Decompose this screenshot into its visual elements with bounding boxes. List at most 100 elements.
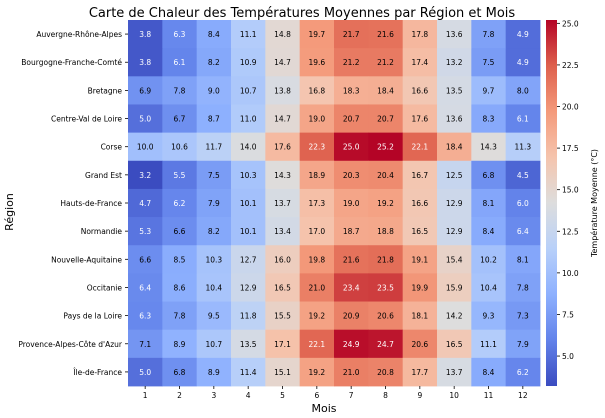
cell-value-label: 17.8 <box>411 30 428 39</box>
cell-value-label: 13.5 <box>240 340 257 349</box>
cell-value-label: 7.5 <box>483 58 495 67</box>
heatmap-cell <box>471 245 507 274</box>
heatmap-cell <box>299 357 335 387</box>
cell-value-label: 22.1 <box>411 143 428 152</box>
heatmap-cell <box>505 48 541 77</box>
heatmap-cell <box>231 104 266 134</box>
cell-value-label: 14.7 <box>274 58 291 67</box>
heatmap-cell <box>299 160 335 190</box>
heatmap-cell <box>299 188 335 218</box>
heatmap-cell <box>402 104 438 134</box>
heatmap-cell <box>334 245 369 274</box>
heatmap-cell <box>402 20 438 49</box>
y-tick-label: Pays de la Loire <box>63 312 122 321</box>
heatmap-cell <box>368 329 404 359</box>
cell-value-label: 7.8 <box>483 30 495 39</box>
cell-value-label: 11.7 <box>205 143 222 152</box>
heatmap-cell <box>265 104 301 134</box>
cell-value-label: 14.8 <box>274 30 291 39</box>
cell-value-label: 10.6 <box>171 143 188 152</box>
heatmap-cell <box>299 273 335 302</box>
heatmap-cell <box>196 160 232 190</box>
cell-value-label: 5.3 <box>139 227 151 236</box>
y-tick-label: Occitanie <box>87 283 123 292</box>
cell-value-label: 8.2 <box>208 227 220 236</box>
heatmap-cell <box>334 20 369 49</box>
cell-value-label: 6.7 <box>174 115 186 124</box>
y-tick-label: Provence-Alpes-Côte d'Azur <box>18 340 123 349</box>
heatmap-cell <box>162 76 198 105</box>
cell-value-label: 12.7 <box>240 255 257 264</box>
heatmap-cell <box>505 132 541 162</box>
cell-value-label: 20.6 <box>411 340 428 349</box>
cell-value-label: 5.0 <box>139 115 151 124</box>
cell-value-label: 18.8 <box>377 227 394 236</box>
heatmap-cell <box>505 357 541 387</box>
cell-value-label: 12.9 <box>446 227 463 236</box>
cell-value-label: 10.0 <box>137 143 154 152</box>
heatmap-cell <box>471 132 507 162</box>
x-tick-label: 10 <box>449 391 459 400</box>
cell-value-label: 14.0 <box>240 143 257 152</box>
heatmap-cell <box>128 48 163 77</box>
cell-value-label: 21.8 <box>377 255 394 264</box>
heatmap-cell <box>334 301 369 331</box>
cell-value-label: 15.5 <box>274 312 291 321</box>
cell-value-label: 21.6 <box>377 30 394 39</box>
heatmap-cell <box>265 217 301 246</box>
y-tick-labels: Auvergne-Rhône-Alpes Bourgogne-Franche-Co… <box>18 30 128 377</box>
cell-value-label: 10.3 <box>240 171 257 180</box>
x-tick-label: 5 <box>280 391 285 400</box>
cell-value-label: 8.7 <box>208 115 220 124</box>
heatmap-cell <box>299 104 335 134</box>
cell-value-label: 21.7 <box>343 30 360 39</box>
heatmap-cell <box>437 217 472 246</box>
cell-value-label: 18.9 <box>308 171 325 180</box>
heatmap-cell <box>402 160 438 190</box>
heatmap-cell <box>265 357 301 387</box>
x-tick-label: 4 <box>246 391 251 400</box>
x-tick-label: 3 <box>211 391 216 400</box>
colorbar-label: Température Moyenne (°C) <box>589 149 599 258</box>
heatmap-cell <box>196 301 232 331</box>
cell-value-label: 20.4 <box>377 171 394 180</box>
cell-value-label: 8.4 <box>208 30 220 39</box>
cell-value-label: 8.0 <box>517 86 529 95</box>
heatmap-cell <box>128 217 163 246</box>
heatmap-cell <box>162 357 198 387</box>
heatmap-cell <box>231 273 266 302</box>
cell-value-label: 10.7 <box>240 86 257 95</box>
cell-value-label: 7.3 <box>517 312 529 321</box>
cell-value-label: 20.6 <box>377 312 394 321</box>
chart-title: Carte de Chaleur des Températures Moyenn… <box>89 6 516 21</box>
cell-value-label: 4.9 <box>517 58 529 67</box>
cell-value-label: 14.3 <box>480 143 497 152</box>
heatmap-cell <box>437 188 472 218</box>
cell-value-label: 7.9 <box>208 199 220 208</box>
cell-value-label: 19.2 <box>308 368 325 377</box>
heatmap-cell <box>402 132 438 162</box>
cell-value-label: 13.4 <box>274 227 291 236</box>
y-tick-label: Hauts-de-France <box>60 199 122 208</box>
cell-value-label: 4.9 <box>517 30 529 39</box>
x-tick-labels: 1 2 3 4 5 6 7 8 9 10 11 12 <box>143 386 528 400</box>
heatmap-cell <box>299 245 335 274</box>
heatmap-cell <box>128 76 163 105</box>
x-tick-label: 12 <box>518 391 528 400</box>
heatmap-cell <box>334 160 369 190</box>
cell-value-label: 23.5 <box>377 283 394 292</box>
cell-value-label: 14.3 <box>274 171 291 180</box>
x-tick-label: 1 <box>143 391 148 400</box>
cell-value-label: 16.8 <box>308 86 325 95</box>
colorbar-ticks: 5.0 7.5 10.0 12.5 15.0 17.5 20.0 22.5 25.0 <box>557 19 579 361</box>
cell-value-label: 10.7 <box>205 340 222 349</box>
heatmap-cell <box>505 160 541 190</box>
heatmap-cell <box>265 301 301 331</box>
heatmap-cell <box>334 357 369 387</box>
cell-value-label: 20.9 <box>343 312 360 321</box>
cell-value-label: 9.0 <box>208 86 220 95</box>
cell-value-label: 24.9 <box>343 340 360 349</box>
cell-value-label: 7.8 <box>174 312 186 321</box>
heatmap-cell <box>437 245 472 274</box>
y-tick-label: Nouvelle-Aquitaine <box>51 255 122 264</box>
